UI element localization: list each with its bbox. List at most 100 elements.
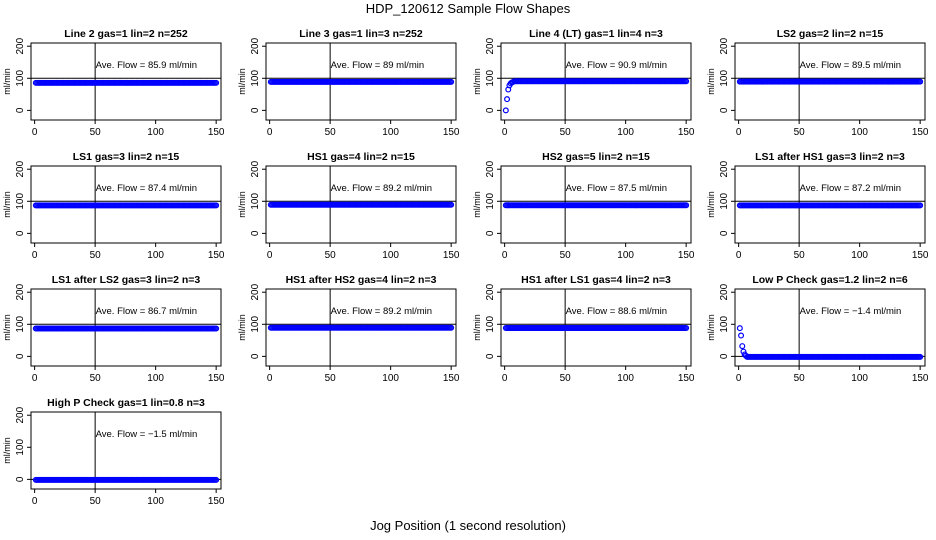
panel-2: Line 3 gas=1 lin=3 n=252 0 50 100 150 0 100 200… (237, 28, 460, 138)
x-tick-label: 150 (443, 250, 460, 261)
x-tick-label: 100 (382, 250, 399, 261)
plot-frame (500, 165, 692, 244)
y-tick-label: 100 (719, 316, 730, 333)
y-axis-label: ml/min (237, 191, 247, 218)
panel-6: HS1 gas=4 lin=2 n=15 0 50 100 150 0 100 200 ml/m… (237, 151, 460, 261)
y-tick-label: 200 (15, 37, 26, 54)
ave-flow-annotation: Ave. Flow = 90.9 ml/min (566, 60, 667, 71)
x-tick-label: 150 (208, 373, 225, 384)
y-tick-label: 100 (15, 193, 26, 210)
data-point (683, 324, 690, 331)
x-tick-label: 100 (147, 496, 164, 507)
y-tick-label: 200 (15, 160, 26, 177)
ave-flow-annotation: Ave. Flow = 89.2 ml/min (331, 183, 432, 194)
plot-frame (265, 165, 457, 244)
panel-7: HS2 gas=5 lin=2 n=15 0 50 100 150 0 100 200 ml/m… (472, 151, 695, 261)
x-tick-label: 50 (325, 250, 337, 261)
y-tick-label: 0 (250, 353, 261, 359)
y-axis-label: ml/min (706, 314, 716, 341)
data-point (739, 343, 746, 350)
y-tick-label: 0 (250, 107, 261, 113)
panel-title: HS1 after LS1 gas=4 lin=2 n=3 (521, 274, 671, 286)
panel-title: High P Check gas=1 lin=0.8 n=3 (47, 397, 205, 409)
x-tick-label: 50 (560, 127, 572, 138)
y-axis-label: ml/min (472, 68, 482, 95)
x-tick-label: 0 (267, 250, 273, 261)
x-tick-label: 150 (208, 250, 225, 261)
panel-title: Low P Check gas=1.2 lin=2 n=6 (752, 274, 907, 286)
data-point (917, 202, 924, 209)
y-tick-label: 100 (250, 193, 261, 210)
y-tick-label: 100 (15, 316, 26, 333)
ave-flow-annotation: Ave. Flow = 89.5 ml/min (800, 60, 901, 71)
x-tick-label: 0 (32, 250, 38, 261)
data-point (213, 325, 220, 332)
plot-frame (734, 42, 926, 121)
y-tick-label: 0 (485, 353, 496, 359)
panel-title: Line 4 (LT) gas=1 lin=4 n=3 (529, 28, 663, 40)
y-tick-label: 100 (485, 70, 496, 87)
panel-title: LS1 after LS2 gas=3 lin=2 n=3 (52, 274, 201, 286)
y-tick-label: 200 (719, 283, 730, 300)
y-axis-label: ml/min (472, 191, 482, 218)
figure-x-label: Jog Position (1 second resolution) (370, 518, 566, 533)
x-tick-label: 150 (443, 127, 460, 138)
y-tick-label: 200 (15, 283, 26, 300)
y-tick-label: 0 (15, 353, 26, 359)
y-tick-label: 100 (485, 316, 496, 333)
x-tick-label: 50 (90, 127, 102, 138)
panel-12: Low P Check gas=1.2 lin=2 n=6 0 50 100 150 0 1… (706, 274, 929, 384)
data-point (917, 353, 924, 360)
plot-frame (265, 42, 457, 121)
panel-title: HS2 gas=5 lin=2 n=15 (542, 151, 650, 163)
x-tick-label: 100 (617, 127, 634, 138)
data-point (448, 324, 455, 331)
y-tick-label: 0 (15, 230, 26, 236)
y-tick-label: 100 (250, 316, 261, 333)
y-tick-label: 100 (15, 70, 26, 87)
x-tick-label: 0 (32, 496, 38, 507)
panel-8: LS1 after HS1 gas=3 lin=2 n=3 0 50 100 150 0 1… (706, 151, 929, 261)
x-tick-label: 50 (90, 496, 102, 507)
data-point (213, 79, 220, 86)
x-tick-label: 50 (90, 373, 102, 384)
x-tick-label: 0 (267, 373, 273, 384)
y-tick-label: 200 (250, 37, 261, 54)
data-point (448, 78, 455, 85)
x-tick-label: 100 (382, 373, 399, 384)
ave-flow-annotation: Ave. Flow = −1.5 ml/min (96, 429, 198, 440)
x-tick-label: 150 (443, 373, 460, 384)
plot-frame (30, 411, 222, 490)
panel-11: HS1 after LS1 gas=4 lin=2 n=3 0 50 100 150 0 1… (472, 274, 695, 384)
y-axis-label: ml/min (2, 68, 12, 95)
ave-flow-annotation: Ave. Flow = 89.2 ml/min (331, 306, 432, 317)
data-point (502, 107, 509, 114)
x-tick-label: 100 (851, 373, 868, 384)
x-tick-label: 100 (147, 250, 164, 261)
panel-title: HS1 gas=4 lin=2 n=15 (307, 151, 415, 163)
data-point (213, 476, 220, 483)
x-tick-label: 100 (617, 250, 634, 261)
y-tick-label: 0 (719, 230, 730, 236)
panel-5: LS1 gas=3 lin=2 n=15 0 50 100 150 0 100 200 ml/m… (2, 151, 225, 261)
y-axis-label: ml/min (706, 68, 716, 95)
panel-title: LS1 gas=3 lin=2 n=15 (73, 151, 180, 163)
panel-title: LS1 after HS1 gas=3 lin=2 n=3 (755, 151, 905, 163)
x-tick-label: 150 (678, 373, 695, 384)
panel-1: Line 2 gas=1 lin=2 n=252 0 50 100 150 0 100 200… (2, 28, 225, 138)
x-tick-label: 100 (147, 127, 164, 138)
y-axis-label: ml/min (706, 191, 716, 218)
panel-title: HS1 after HS2 gas=4 lin=2 n=3 (286, 274, 437, 286)
data-point (213, 202, 220, 209)
y-tick-label: 0 (485, 230, 496, 236)
ave-flow-annotation: Ave. Flow = −1.4 ml/min (800, 306, 902, 317)
x-tick-label: 100 (617, 373, 634, 384)
plot-frame (734, 288, 926, 367)
y-tick-label: 200 (485, 283, 496, 300)
panel-title: Line 2 gas=1 lin=2 n=252 (64, 28, 188, 40)
y-tick-label: 100 (15, 439, 26, 456)
y-tick-label: 200 (250, 283, 261, 300)
data-point (504, 96, 511, 103)
panel-10: HS1 after HS2 gas=4 lin=2 n=3 0 50 100 150 0 1… (237, 274, 460, 384)
panel-9: LS1 after LS2 gas=3 lin=2 n=3 0 50 100 150 0 1… (2, 274, 225, 384)
